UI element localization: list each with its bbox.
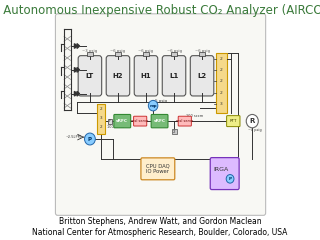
Text: L2: L2 xyxy=(197,73,207,79)
FancyBboxPatch shape xyxy=(114,114,131,128)
Text: sRFC: sRFC xyxy=(154,119,166,123)
Polygon shape xyxy=(75,44,77,48)
Circle shape xyxy=(246,114,258,128)
FancyBboxPatch shape xyxy=(162,56,186,96)
Text: ~4 psig: ~4 psig xyxy=(248,128,262,132)
Polygon shape xyxy=(77,44,80,48)
Text: msl servo: msl servo xyxy=(132,119,149,123)
Text: ~6 psig: ~6 psig xyxy=(195,49,210,53)
Bar xyxy=(171,52,177,56)
FancyBboxPatch shape xyxy=(78,56,102,96)
Bar xyxy=(172,129,177,134)
Bar xyxy=(87,52,93,56)
Text: L1: L1 xyxy=(169,73,179,79)
Text: ~6 psig: ~6 psig xyxy=(139,49,154,53)
Text: IRGA: IRGA xyxy=(214,167,229,172)
Circle shape xyxy=(148,100,158,111)
Text: 2: 2 xyxy=(220,57,223,60)
Text: P: P xyxy=(88,137,92,142)
Text: mp: mp xyxy=(149,104,157,108)
FancyBboxPatch shape xyxy=(141,158,175,180)
Text: 2: 2 xyxy=(220,79,223,84)
Bar xyxy=(143,52,149,56)
Bar xyxy=(216,53,227,113)
Text: IO Power: IO Power xyxy=(146,169,169,174)
Text: sRFC: sRFC xyxy=(116,119,128,123)
Text: 2: 2 xyxy=(100,125,103,129)
Text: National Center for Atmospheric Research, Boulder, Colorado, USA: National Center for Atmospheric Research… xyxy=(32,228,288,237)
FancyBboxPatch shape xyxy=(106,56,130,96)
Text: CPU DAQ: CPU DAQ xyxy=(146,163,170,168)
Text: ~6 psig: ~6 psig xyxy=(110,49,125,53)
FancyBboxPatch shape xyxy=(55,14,266,215)
FancyBboxPatch shape xyxy=(134,56,158,96)
Bar xyxy=(98,104,105,134)
Text: An Autonomous Inexpensive Robust CO₂ Analyzer (AIRCOA): An Autonomous Inexpensive Robust CO₂ Ana… xyxy=(0,4,320,17)
Text: 2: 2 xyxy=(100,107,103,111)
Bar xyxy=(108,119,112,124)
Text: 3: 3 xyxy=(220,102,223,106)
Polygon shape xyxy=(75,91,77,96)
Text: ~2.5LPM: ~2.5LPM xyxy=(66,135,81,139)
FancyBboxPatch shape xyxy=(133,116,147,126)
Text: Britton Stephens, Andrew Watt, and Gordon Maclean: Britton Stephens, Andrew Watt, and Gordo… xyxy=(59,216,261,226)
FancyBboxPatch shape xyxy=(190,56,214,96)
Text: R: R xyxy=(250,118,255,124)
Text: 3: 3 xyxy=(100,116,103,120)
Text: RTT: RTT xyxy=(229,119,237,123)
FancyBboxPatch shape xyxy=(151,114,168,128)
Bar xyxy=(199,52,205,56)
Circle shape xyxy=(84,133,95,145)
Text: P: P xyxy=(228,177,232,181)
FancyBboxPatch shape xyxy=(227,116,240,127)
Text: ~5 psig: ~5 psig xyxy=(153,99,167,103)
Bar xyxy=(115,52,121,56)
Text: F: F xyxy=(109,119,111,123)
Text: msl servo: msl servo xyxy=(176,119,194,123)
Text: LT: LT xyxy=(86,73,94,79)
Text: ~6 psig: ~6 psig xyxy=(166,49,181,53)
Text: ~3 psig: ~3 psig xyxy=(82,49,98,53)
Polygon shape xyxy=(77,91,80,96)
Circle shape xyxy=(226,174,234,183)
Text: 2: 2 xyxy=(220,68,223,72)
Text: 100 sccm: 100 sccm xyxy=(186,114,203,118)
Polygon shape xyxy=(77,67,80,72)
FancyBboxPatch shape xyxy=(210,158,239,190)
Polygon shape xyxy=(75,67,77,72)
Text: 2: 2 xyxy=(220,91,223,95)
Text: H1: H1 xyxy=(141,73,151,79)
FancyBboxPatch shape xyxy=(178,116,191,126)
Text: 100 sccm: 100 sccm xyxy=(107,125,124,129)
Text: H2: H2 xyxy=(113,73,123,79)
Text: 2: 2 xyxy=(173,130,176,134)
